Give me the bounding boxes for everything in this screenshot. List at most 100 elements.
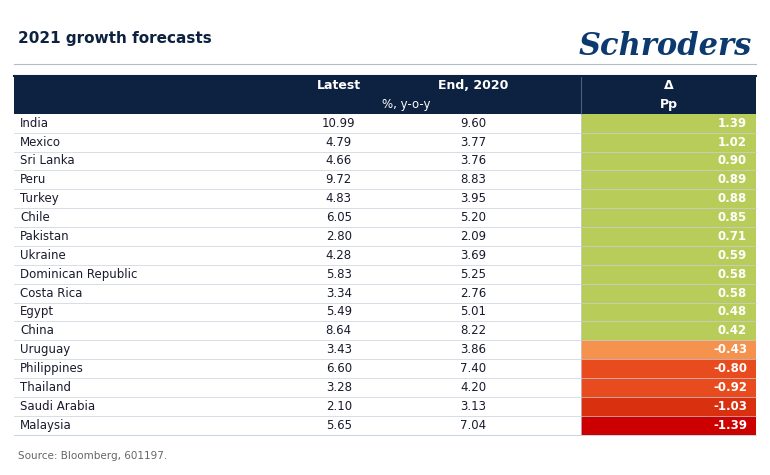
Text: 5.01: 5.01 — [460, 305, 487, 318]
Text: Pakistan: Pakistan — [20, 230, 69, 243]
Bar — [581, 378, 756, 397]
Text: 9.60: 9.60 — [460, 117, 487, 130]
Bar — [14, 152, 756, 171]
Text: 3.28: 3.28 — [326, 381, 352, 394]
Text: 7.04: 7.04 — [460, 418, 487, 432]
Text: 2021 growth forecasts: 2021 growth forecasts — [18, 31, 212, 46]
Bar — [581, 340, 756, 359]
Text: Sri Lanka: Sri Lanka — [20, 154, 75, 168]
Text: 5.25: 5.25 — [460, 268, 487, 281]
Text: Philippines: Philippines — [20, 362, 84, 375]
Text: China: China — [20, 324, 54, 337]
Text: 2.10: 2.10 — [326, 400, 352, 413]
Text: 0.71: 0.71 — [718, 230, 747, 243]
Bar — [14, 246, 756, 265]
Text: -1.39: -1.39 — [713, 418, 747, 432]
Text: -0.43: -0.43 — [713, 343, 747, 356]
Text: 10.99: 10.99 — [322, 117, 356, 130]
Text: %, y-o-y: %, y-o-y — [382, 98, 430, 111]
Text: Uruguay: Uruguay — [20, 343, 70, 356]
Text: -0.80: -0.80 — [713, 362, 747, 375]
Text: -0.92: -0.92 — [713, 381, 747, 394]
Text: 4.66: 4.66 — [326, 154, 352, 168]
Bar — [14, 171, 756, 189]
Bar — [581, 359, 756, 378]
Text: Schroders: Schroders — [579, 31, 752, 62]
Text: Thailand: Thailand — [20, 381, 71, 394]
Text: 4.83: 4.83 — [326, 192, 352, 205]
Bar — [14, 76, 756, 95]
Text: 2.76: 2.76 — [460, 286, 487, 300]
Text: 1.39: 1.39 — [718, 117, 747, 130]
Text: 4.28: 4.28 — [326, 249, 352, 262]
Bar — [14, 284, 756, 303]
Bar — [14, 265, 756, 284]
Text: 0.89: 0.89 — [718, 173, 747, 186]
Text: Source: Bloomberg, 601197.: Source: Bloomberg, 601197. — [18, 451, 167, 461]
Bar — [581, 303, 756, 322]
Text: 0.90: 0.90 — [718, 154, 747, 168]
Text: -1.03: -1.03 — [713, 400, 747, 413]
Text: 3.43: 3.43 — [326, 343, 352, 356]
Text: 0.58: 0.58 — [718, 268, 747, 281]
Text: 0.88: 0.88 — [718, 192, 747, 205]
Bar — [581, 246, 756, 265]
Text: 3.34: 3.34 — [326, 286, 352, 300]
Text: 3.77: 3.77 — [460, 135, 487, 149]
Text: 7.40: 7.40 — [460, 362, 487, 375]
Text: 0.58: 0.58 — [718, 286, 747, 300]
Bar — [581, 265, 756, 284]
Bar — [581, 416, 756, 435]
Bar — [14, 322, 756, 340]
Bar — [14, 189, 756, 208]
Bar — [581, 189, 756, 208]
Text: Peru: Peru — [20, 173, 46, 186]
Text: Malaysia: Malaysia — [20, 418, 72, 432]
Bar — [581, 171, 756, 189]
Text: 5.65: 5.65 — [326, 418, 352, 432]
Bar — [581, 227, 756, 246]
Text: 1.02: 1.02 — [718, 135, 747, 149]
Bar — [14, 208, 756, 227]
Bar — [14, 114, 756, 133]
Bar — [14, 133, 756, 152]
Text: 3.76: 3.76 — [460, 154, 487, 168]
Text: 8.22: 8.22 — [460, 324, 487, 337]
Bar — [581, 208, 756, 227]
Text: 9.72: 9.72 — [326, 173, 352, 186]
Bar — [14, 378, 756, 397]
Text: Egypt: Egypt — [20, 305, 54, 318]
Text: 8.83: 8.83 — [460, 173, 487, 186]
Text: 3.13: 3.13 — [460, 400, 487, 413]
Bar — [14, 227, 756, 246]
Text: 4.79: 4.79 — [326, 135, 352, 149]
Bar — [581, 397, 756, 416]
Text: Dominican Republic: Dominican Republic — [20, 268, 137, 281]
Text: 8.64: 8.64 — [326, 324, 352, 337]
Text: 0.48: 0.48 — [718, 305, 747, 318]
Bar — [581, 133, 756, 152]
Bar — [581, 114, 756, 133]
Bar — [14, 359, 756, 378]
Text: 0.59: 0.59 — [718, 249, 747, 262]
Bar — [14, 397, 756, 416]
Bar — [14, 95, 756, 114]
Bar — [14, 340, 756, 359]
Text: 5.20: 5.20 — [460, 211, 487, 224]
Bar — [581, 284, 756, 303]
Bar — [14, 416, 756, 435]
Text: End, 2020: End, 2020 — [438, 79, 509, 92]
Text: 2.09: 2.09 — [460, 230, 487, 243]
Text: 6.05: 6.05 — [326, 211, 352, 224]
Text: 5.49: 5.49 — [326, 305, 352, 318]
Text: Costa Rica: Costa Rica — [20, 286, 82, 300]
Text: Chile: Chile — [20, 211, 50, 224]
Bar — [14, 303, 756, 322]
Text: Latest: Latest — [316, 79, 361, 92]
Text: 3.95: 3.95 — [460, 192, 487, 205]
Text: 0.85: 0.85 — [718, 211, 747, 224]
Text: 2.80: 2.80 — [326, 230, 352, 243]
Bar — [581, 152, 756, 171]
Text: Mexico: Mexico — [20, 135, 61, 149]
Text: 3.69: 3.69 — [460, 249, 487, 262]
